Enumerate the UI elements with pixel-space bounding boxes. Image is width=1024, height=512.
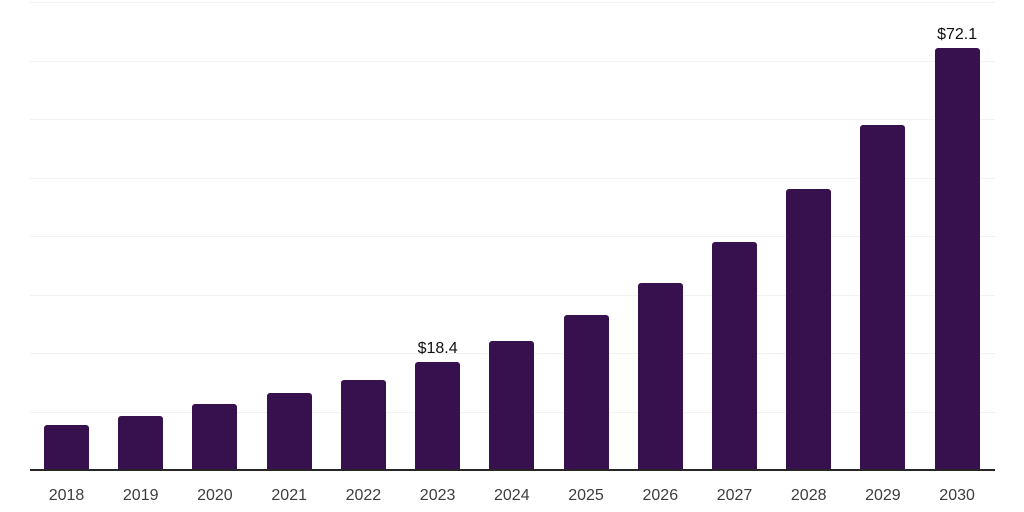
- x-tick-label-2029: 2029: [865, 487, 901, 504]
- x-tick-label-2028: 2028: [790, 487, 827, 504]
- x-tick-label-2024: 2024: [494, 487, 530, 504]
- bar-value-label-2023: $18.4: [417, 340, 458, 358]
- bar-2026: [637, 282, 683, 470]
- x-tick-label-2023: 2023: [419, 487, 456, 504]
- bar-2029: [860, 125, 906, 470]
- x-tick-label-2021: 2021: [271, 487, 307, 504]
- bar-2027: [712, 241, 757, 470]
- gridline-30: [30, 294, 995, 296]
- gridline-80: [30, 2, 995, 3]
- x-tick-label-2022: 2022: [345, 487, 382, 504]
- x-tick-label-2018: 2018: [48, 487, 85, 504]
- x-tick-label-2027: 2027: [716, 487, 753, 504]
- gridline-60: [30, 119, 995, 120]
- gridline-70: [30, 60, 995, 62]
- bar-2028: [786, 189, 832, 470]
- x-tick-label-2020: 2020: [197, 487, 233, 504]
- bar-2018: [44, 425, 89, 470]
- bar-2022: [340, 379, 386, 470]
- bar-value-label-2030: $72.1: [937, 26, 978, 44]
- bar-2021: [266, 393, 312, 470]
- bar-2025: [563, 315, 609, 470]
- bar-2030: [934, 48, 980, 470]
- x-tick-label-2030: 2030: [939, 487, 975, 504]
- x-tick-label-2025: 2025: [568, 487, 604, 504]
- bar-2024: [489, 341, 535, 470]
- x-tick-label-2019: 2019: [122, 487, 159, 504]
- bar-2020: [192, 403, 238, 470]
- bar-2019: [118, 415, 164, 470]
- x-axis-line: [30, 469, 995, 471]
- gridline-50: [30, 177, 995, 179]
- gridline-40: [30, 236, 995, 237]
- bar-2023: [415, 362, 461, 470]
- x-tick-label-2026: 2026: [642, 487, 679, 504]
